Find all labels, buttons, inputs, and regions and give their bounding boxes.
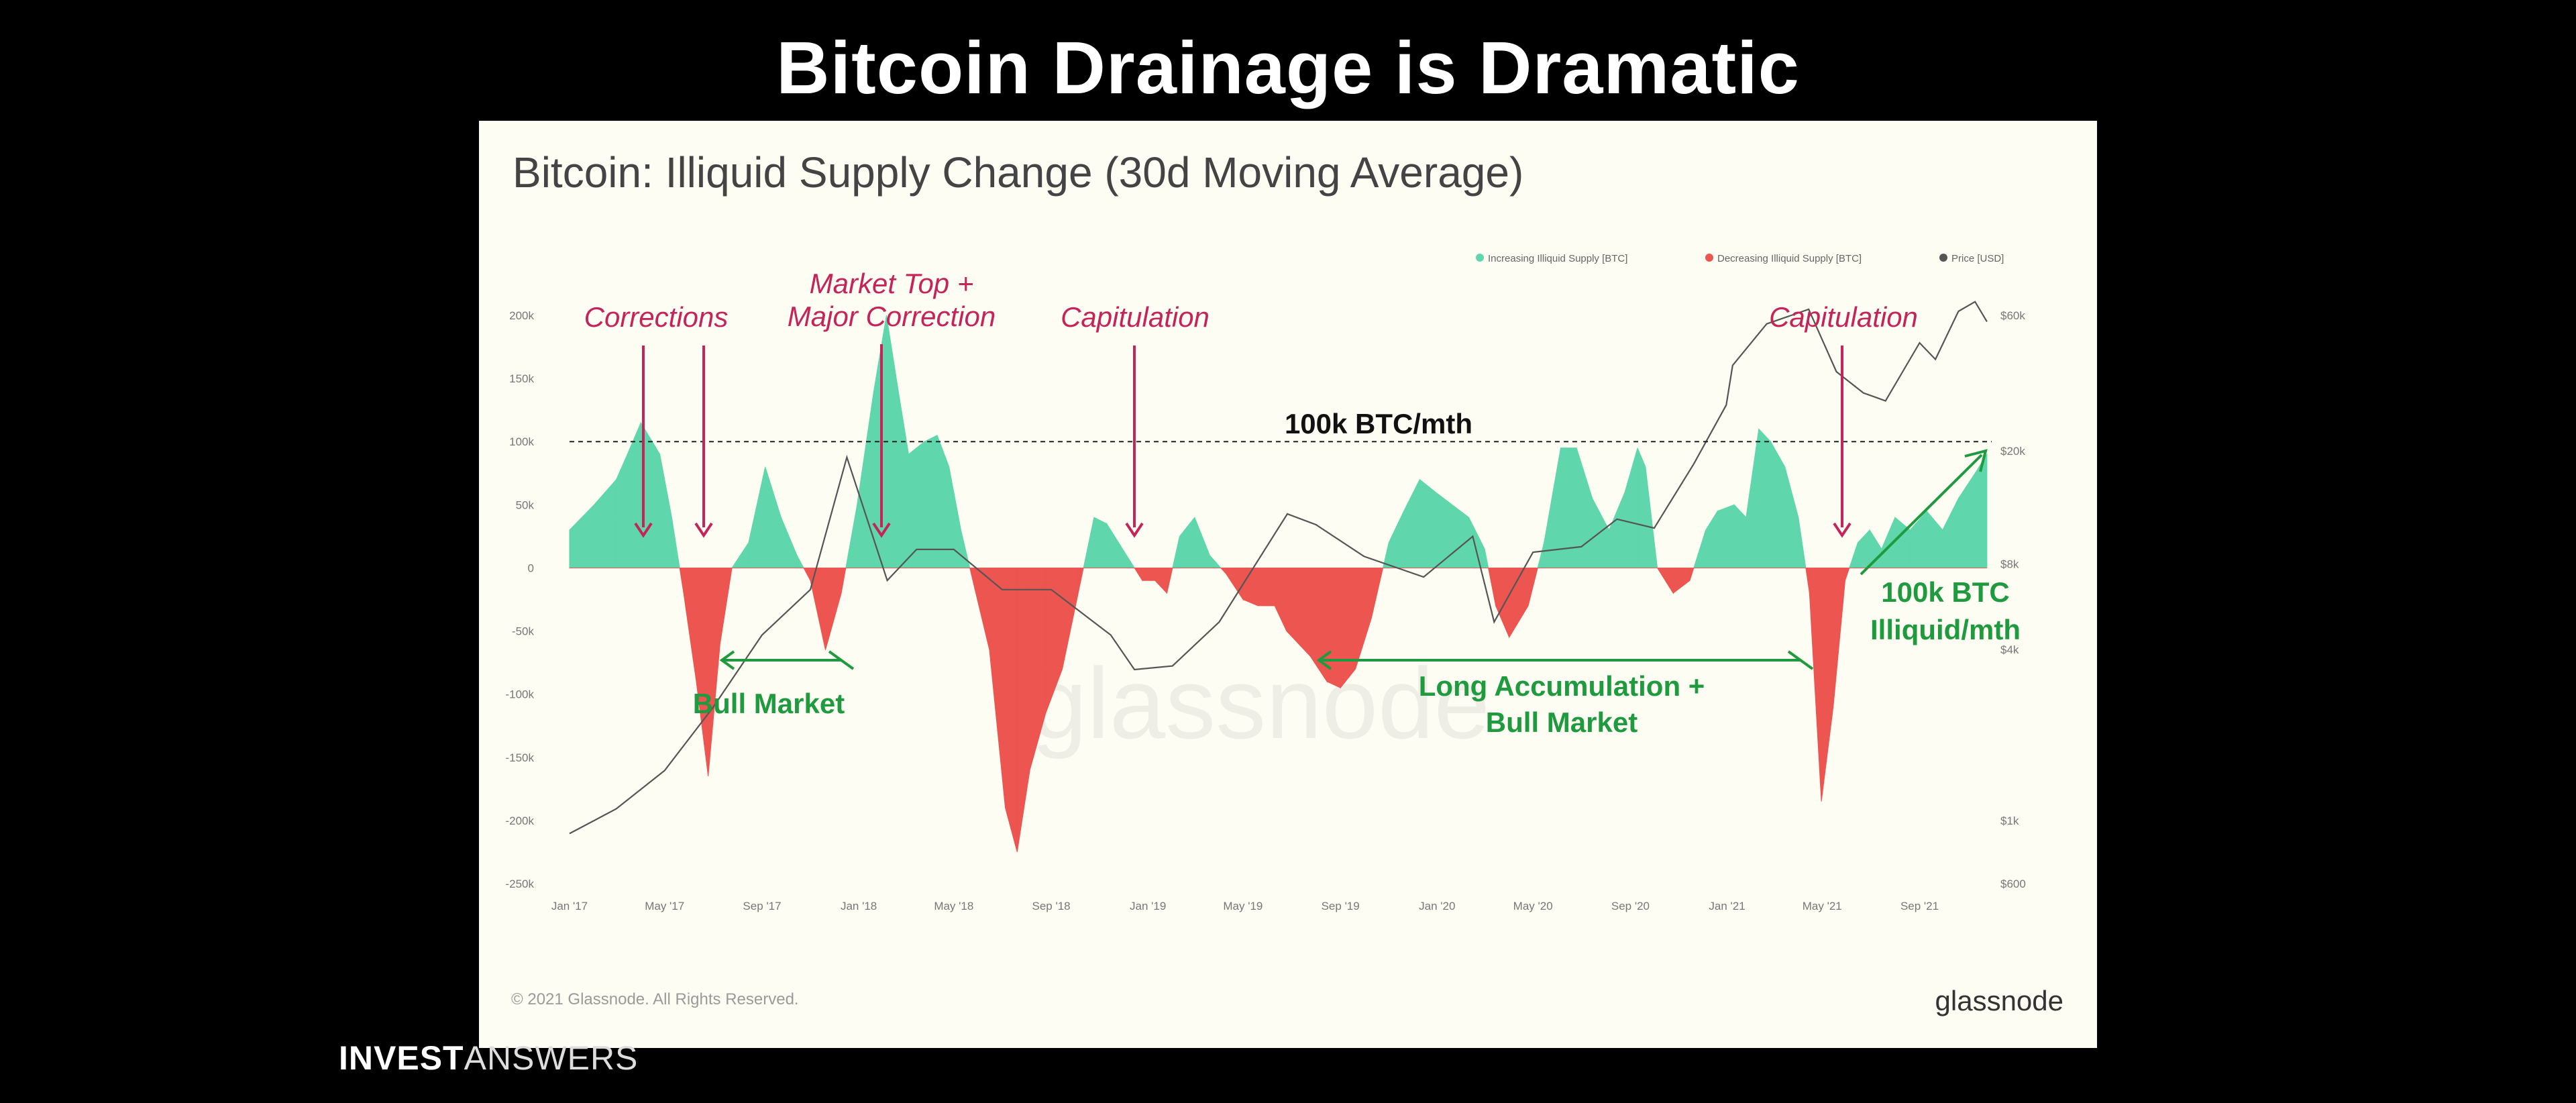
arrow-trend-up-head [1964,449,1988,472]
x-tick-label: Sep '18 [1032,900,1071,912]
glassnode-logo: glassnode [1935,985,2063,1016]
x-tick-label: Sep '20 [1611,900,1650,912]
left-axis: 200k 150k 100k 50k 0 -50k -100k -150k -200k -250k [505,309,534,890]
annotation-illiquid-mth: Illiquid/mth [1870,614,2021,645]
arrow-long-accumulation-left-head [1316,650,1332,670]
y-left-tick-label: 50k [516,498,535,511]
footer-brand: INVESTANSWERS [339,1039,638,1078]
chart-card: Bitcoin: Illiquid Supply Change (30d Mov… [479,121,2097,1048]
y-left-tick-label: 0 [528,562,534,574]
y-left-tick-label: -100k [505,688,534,701]
y-left-tick-label: 150k [509,372,534,385]
arrow-capitulation-2-head [1833,522,1851,538]
y-right-tick-label: $600 [2000,878,2026,890]
y-left-tick-label: -200k [505,815,534,827]
arrow-correction-1-head [634,522,653,538]
annotation-100k-btc-mth: 100k BTC/mth [1285,408,1472,439]
legend-label: Price [USD] [1951,253,2004,264]
y-left-tick-label: 200k [509,309,534,322]
y-right-tick-label: $20k [2000,445,2025,458]
annotation-major-correction: Major Correction [788,301,996,332]
arrow-trend-up [1860,454,1983,576]
price-line-group [569,301,1988,835]
y-left-tick-label: -150k [505,751,534,764]
y-left-tick-label: -50k [512,625,535,638]
x-tick-label: Jan '18 [841,900,877,912]
annotation-100k-btc: 100k BTC [1881,576,2009,608]
legend-swatch [1476,254,1484,262]
copyright: © 2021 Glassnode. All Rights Reserved. [511,990,799,1008]
x-tick-label: Jan '20 [1419,900,1455,912]
y-right-tick-label: $60k [2000,309,2025,322]
arrow-long-accumulation-right-head [1787,650,1814,670]
chart-svg: glassnode 200k 150k 100k 50k 0 -50k -100k -150k… [505,240,2061,1048]
x-tick-label: Jan '19 [1130,900,1166,912]
legend-label: Decreasing Illiquid Supply [BTC] [1717,253,1862,264]
legend-swatch [1705,254,1713,262]
x-tick-label: Sep '17 [743,900,781,912]
annotation-capitulation-1: Capitulation [1061,301,1210,333]
arrow-bull-market-left-head [719,650,735,670]
legend-label: Increasing Illiquid Supply [BTC] [1488,253,1627,264]
annotation-capitulation-2: Capitulation [1769,301,1918,333]
decreasing-supply-area [570,567,1987,853]
y-left-tick-label: 100k [509,435,534,448]
slide-title: Bitcoin Drainage is Dramatic [776,27,1800,109]
y-right-tick-label: $4k [2000,643,2019,656]
x-tick-label: May '20 [1513,900,1553,912]
x-tick-label: May '21 [1803,900,1842,912]
y-left-tick-label: -250k [505,878,534,890]
y-right-tick-label: $8k [2000,558,2019,571]
footer-brand-bold: INVEST [339,1039,464,1077]
y-right-tick-label: $1k [2000,815,2019,827]
x-axis: Jan '17 May '17 Sep '17 Jan '18 May '18 Sep '… [551,900,1939,912]
x-tick-label: May '19 [1223,900,1263,912]
annotations: Corrections Market Top +Major Correction C… [584,268,2021,738]
arrow-correction-2-head [694,522,713,538]
footer-brand-light: ANSWERS [464,1039,639,1077]
annotation-bull-market-1: Bull Market [693,688,845,719]
legend-swatch [1939,254,1947,262]
chart-title: Bitcoin: Illiquid Supply Change (30d Mov… [513,148,1524,197]
x-tick-label: Jan '21 [1709,900,1745,912]
x-tick-label: Sep '21 [1900,900,1939,912]
watermark: glassnode [1031,647,1490,759]
plot-background [511,240,2061,1048]
x-tick-label: Jan '17 [551,900,588,912]
price-line [569,301,1988,835]
annotation-bull-market-2: Bull Market [1486,706,1638,738]
supply-areas [569,315,1988,853]
legend: Increasing Illiquid Supply [BTC] Decreasi… [1476,253,2004,264]
arrow-market-top-head [872,522,891,538]
annotation-corrections: Corrections [584,301,729,333]
x-tick-label: May '18 [934,900,973,912]
arrow-bull-market-right-head [828,650,855,670]
arrow-capitulation-1-head [1125,522,1144,538]
annotation-long-accumulation: Long Accumulation + [1419,670,1705,702]
x-tick-label: Sep '19 [1322,900,1360,912]
annotation-market-top: Market Top + [810,268,974,299]
right-axis: $60k $20k $8k $4k $1k $600 [2000,309,2026,890]
x-tick-label: May '17 [645,900,684,912]
